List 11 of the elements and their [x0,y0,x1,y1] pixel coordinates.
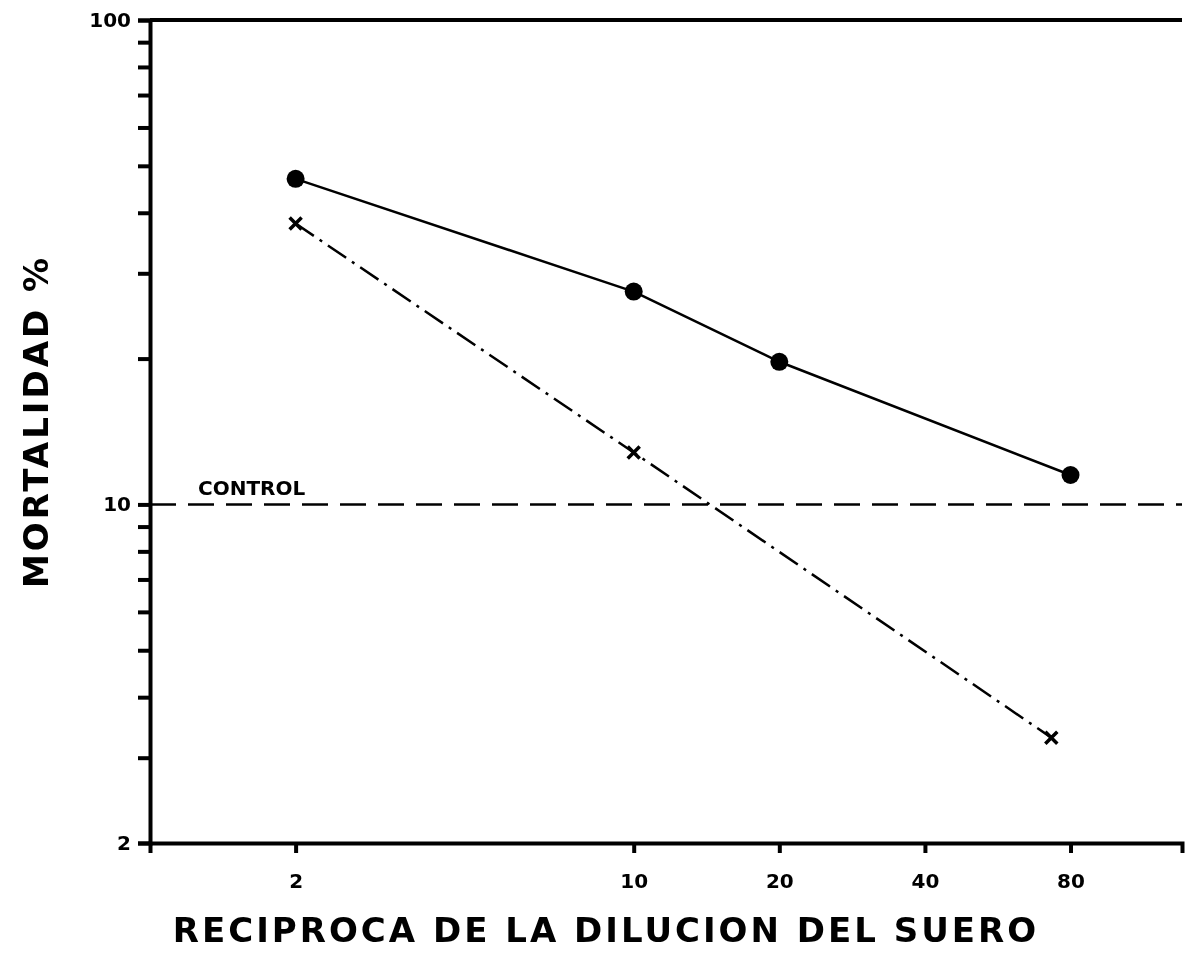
y-tick-label: 100 [89,7,131,32]
x-tick-label: 20 [765,869,794,893]
y-axis-title: MORTALIDAD % [16,254,56,589]
y-tick-label: 2 [117,830,131,855]
ref-line-label: CONTROL [198,476,306,501]
x-tick-label: 2 [289,869,304,893]
x-axis-title: RECIPROCA DE LA DILUCION DEL SUERO [172,910,1040,950]
x-tick-label: 10 [620,869,649,893]
x-tick-label: 40 [911,869,940,893]
x-tick-label: 80 [1057,869,1085,893]
y-tick-label: 10 [103,492,131,517]
